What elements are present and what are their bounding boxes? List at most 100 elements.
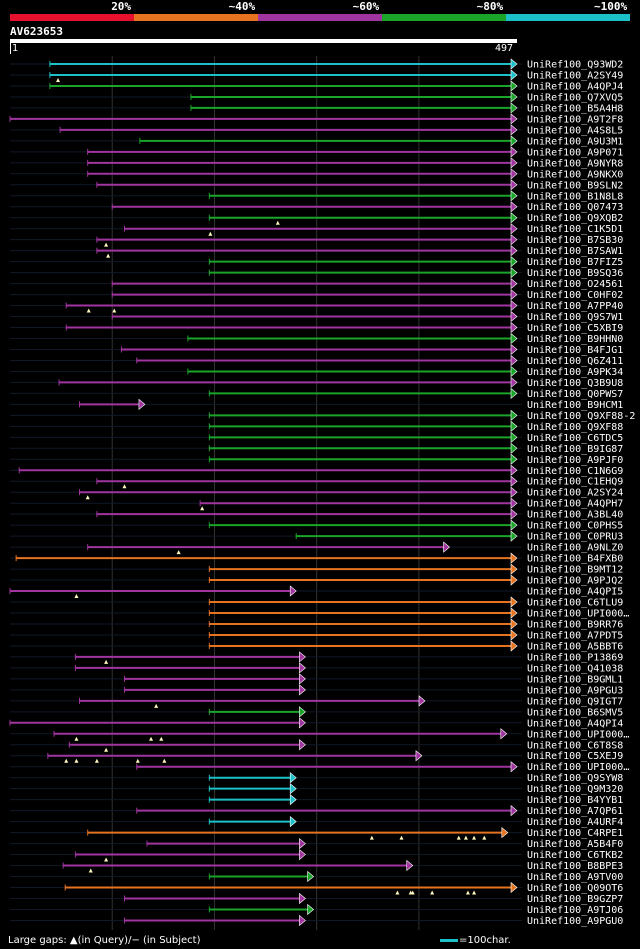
hit-label[interactable]: UniRef100_B9SQ36	[527, 268, 623, 279]
hit-arrowhead	[406, 859, 414, 872]
hit-label[interactable]: UniRef100_Q07473	[527, 202, 623, 213]
hit-label[interactable]: UniRef100_Q93WD2	[527, 60, 623, 71]
hit-label[interactable]: UniRef100_P13869	[527, 652, 623, 663]
hit-label[interactable]: UniRef100_B9HCM1	[527, 400, 623, 411]
hit-label[interactable]: UniRef100_Q09OT6	[527, 883, 623, 894]
hit-label[interactable]: UniRef100_A7PP40	[527, 301, 623, 312]
hit-label[interactable]: UniRef100_A2SY24	[527, 488, 623, 499]
hit-label[interactable]: UniRef100_Q41038	[527, 663, 623, 674]
hit-label[interactable]: UniRef100_Q9XF88	[527, 422, 623, 433]
hit-arrowhead	[510, 168, 518, 180]
hit-label[interactable]: UniRef100_B9IG87	[527, 444, 623, 455]
hit-arrowhead	[418, 695, 426, 707]
hit-label[interactable]: UniRef100_A4QPI5	[527, 587, 623, 598]
hit-arrowhead	[510, 190, 518, 202]
hit-label[interactable]: UniRef100_Q3B9U8	[527, 378, 623, 389]
hit-label[interactable]: UniRef100_C0PRU3	[527, 532, 623, 543]
hit-label[interactable]: UniRef100_Q9IGT7	[527, 696, 623, 707]
hit-label[interactable]: UniRef100_A9U3M1	[527, 136, 623, 147]
hit-label[interactable]: UniRef100_B7FIZ5	[527, 257, 623, 268]
hit-arrowhead	[510, 453, 518, 465]
hit-label[interactable]: UniRef100_A9PGU3	[527, 685, 623, 696]
hit-label[interactable]: UniRef100_C5XBI9	[527, 323, 623, 334]
hit-label[interactable]: UniRef100_B9GZP7	[527, 894, 623, 905]
hit-arrowhead	[415, 750, 423, 762]
hit-arrowhead	[510, 321, 518, 334]
hit-label[interactable]: UniRef100_C0PHS5	[527, 521, 623, 532]
hit-label[interactable]: UniRef100_Q7XVQ5	[527, 92, 623, 103]
hit-label[interactable]: UniRef100_B9MT12	[527, 565, 623, 576]
hit-label[interactable]: UniRef100_C4RPE1	[527, 828, 623, 839]
hit-label[interactable]: UniRef100_UPI000…	[527, 729, 629, 740]
hit-label[interactable]: UniRef100_B7SB30	[527, 235, 623, 246]
hit-label[interactable]: UniRef100_C6TKB2	[527, 850, 623, 861]
hit-label[interactable]: UniRef100_A9TJ06	[527, 905, 623, 916]
hit-label[interactable]: UniRef100_A4QPJ4	[527, 81, 623, 92]
hit-arrowhead	[510, 201, 518, 213]
hit-label[interactable]: UniRef100_C1N6G9	[527, 466, 623, 477]
hit-label[interactable]: UniRef100_A9PJF0	[527, 455, 623, 466]
query-gap-marker	[399, 835, 404, 840]
hit-label[interactable]: UniRef100_B9GML1	[527, 674, 623, 685]
hit-label[interactable]: UniRef100_A7QP61	[527, 806, 623, 817]
hit-label[interactable]: UniRef100_B4FJG1	[527, 345, 623, 356]
hit-label[interactable]: UniRef100_Q9M320	[527, 784, 623, 795]
hit-label[interactable]: UniRef100_A9NLZ0	[527, 543, 623, 554]
hit-label[interactable]: UniRef100_Q9S7W1	[527, 312, 623, 323]
hit-label[interactable]: UniRef100_A9PGU0	[527, 916, 623, 927]
query-gap-marker	[456, 835, 461, 840]
hit-arrowhead	[138, 398, 146, 411]
hit-label[interactable]: UniRef100_Q9XF88-2	[527, 411, 635, 422]
hit-label[interactable]: UniRef100_B7SAW1	[527, 246, 623, 257]
hit-arrowhead	[510, 135, 518, 147]
hit-label[interactable]: UniRef100_UPI000…	[527, 609, 629, 620]
hit-label[interactable]: UniRef100_B5A4H8	[527, 103, 623, 114]
hit-label[interactable]: UniRef100_A5B4F0	[527, 839, 623, 850]
hit-label[interactable]: UniRef100_C1EHQ9	[527, 477, 623, 488]
hit-label[interactable]: UniRef100_Q0PWS7	[527, 389, 623, 400]
hit-label[interactable]: UniRef100_C6TLU9	[527, 598, 623, 609]
query-gap-marker	[74, 758, 79, 763]
hit-label[interactable]: UniRef100_C6TDC5	[527, 433, 623, 444]
hit-label[interactable]: UniRef100_A4QPH7	[527, 499, 623, 510]
hit-label[interactable]: UniRef100_B9SLN2	[527, 180, 623, 191]
hit-label[interactable]: UniRef100_A4S8L5	[527, 125, 623, 136]
hit-label[interactable]: UniRef100_A9T2F8	[527, 114, 623, 125]
hit-label[interactable]: UniRef100_A9PK34	[527, 367, 623, 378]
query-gap-marker	[200, 506, 205, 511]
hit-label[interactable]: UniRef100_C5XEJ9	[527, 751, 623, 762]
hit-label[interactable]: UniRef100_C0HF02	[527, 290, 623, 301]
hit-label[interactable]: UniRef100_A9PJQ2	[527, 576, 623, 587]
hit-label[interactable]: UniRef100_C6T8S8	[527, 740, 623, 751]
hit-label[interactable]: UniRef100_UPI000…	[527, 762, 629, 773]
hit-label[interactable]: UniRef100_A3BL40	[527, 510, 623, 521]
hit-arrowhead	[299, 717, 306, 729]
hit-label[interactable]: UniRef100_B4YYB1	[527, 795, 623, 806]
hit-label[interactable]: UniRef100_A5BBT6	[527, 641, 623, 652]
hit-label[interactable]: UniRef100_Q9SYW8	[527, 773, 623, 784]
legend-swatch	[506, 14, 630, 21]
hit-label[interactable]: UniRef100_A4URF4	[527, 817, 623, 828]
hit-arrowhead	[510, 179, 518, 191]
hit-label[interactable]: UniRef100_C1K5D1	[527, 224, 623, 235]
hit-label[interactable]: UniRef100_A9TV00	[527, 872, 623, 883]
hit-label[interactable]: UniRef100_B9HHN0	[527, 334, 623, 345]
hit-label[interactable]: UniRef100_A4QPI4	[527, 718, 623, 729]
legend-label: ~60%	[352, 0, 380, 13]
hit-label[interactable]: UniRef100_Q9XQB2	[527, 213, 623, 224]
hit-label[interactable]: UniRef100_B6SMV5	[527, 707, 623, 718]
hit-label[interactable]: UniRef100_Q6Z411	[527, 356, 623, 367]
hit-label[interactable]: UniRef100_A9P071	[527, 147, 623, 158]
query-gap-marker	[410, 890, 415, 895]
hit-label[interactable]: UniRef100_A7PDT5	[527, 630, 623, 641]
hit-label[interactable]: UniRef100_O24561	[527, 279, 623, 290]
hit-arrowhead	[510, 277, 518, 290]
hit-arrowhead	[510, 376, 518, 389]
hit-label[interactable]: UniRef100_A2SY49	[527, 70, 623, 81]
hit-label[interactable]: UniRef100_B8BPE3	[527, 861, 623, 872]
hit-label[interactable]: UniRef100_B1N8L8	[527, 191, 623, 202]
hit-label[interactable]: UniRef100_A9NYR8	[527, 158, 623, 169]
hit-label[interactable]: UniRef100_A9NKX0	[527, 169, 623, 180]
hit-label[interactable]: UniRef100_B4FXB0	[527, 554, 623, 565]
hit-label[interactable]: UniRef100_B9RR76	[527, 619, 623, 630]
